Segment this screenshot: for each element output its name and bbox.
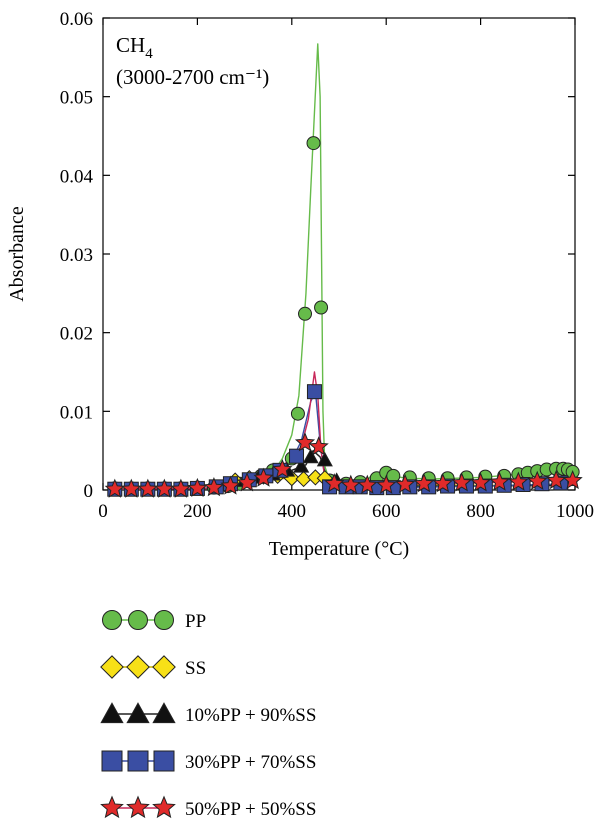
legend-marker (152, 655, 176, 679)
legend-label: SS (185, 658, 206, 679)
x-tick-label: 200 (183, 501, 212, 522)
legend-marker (154, 610, 174, 630)
data-point-50-pp-50-ss (395, 473, 416, 494)
x-tick-label: 600 (372, 501, 401, 522)
y-tick-label: 0.05 (60, 88, 93, 109)
legend-marker (102, 610, 122, 630)
legend: PP SS 10%PP + 90%SS 30%PP + 70%SS 50%PP + 50… (100, 610, 316, 820)
annotation-species: CH4 (116, 33, 153, 62)
series-markers (104, 136, 583, 498)
legend-marker (126, 702, 150, 724)
legend-marker (153, 750, 175, 772)
y-tick-label: 0.02 (60, 324, 93, 345)
data-point-10-pp-90-ss (293, 458, 310, 473)
data-point-50-pp-50-ss (527, 470, 548, 490)
axis-ticks: 0 200 400 600 800 1000 0 0.01 0.02 0.03 0.04 0.05 0.… (60, 9, 594, 522)
legend-item-30-pp-70-ss: 30%PP + 70%SS (101, 750, 316, 773)
y-tick-label: 0.06 (60, 9, 93, 30)
data-point-50-pp-50-ss (308, 436, 329, 456)
legend-marker (100, 795, 124, 819)
data-point-50-pp-50-ss (220, 475, 241, 495)
x-tick-label: 800 (466, 501, 495, 522)
x-tick-label: 1000 (556, 501, 594, 522)
series-line-pp (112, 43, 575, 490)
data-point-50-pp-50-ss (236, 472, 258, 492)
data-point-30-pp-70-ss (289, 448, 305, 464)
legend-marker (152, 795, 176, 819)
legend-item-ss: SS (100, 655, 206, 679)
data-point-pp (306, 136, 321, 151)
legend-label: 10%PP + 90%SS (185, 705, 316, 726)
x-tick-label: 0 (98, 501, 108, 522)
data-point-pp (298, 306, 313, 321)
legend-marker (128, 610, 148, 630)
annotation-species-main: CH (116, 33, 145, 57)
legend-marker (152, 702, 176, 724)
data-point-50-pp-50-ss (508, 471, 529, 491)
data-point-50-pp-50-ss (203, 477, 224, 497)
annotation-wavenumber-range: (3000-2700 cm⁻¹) (116, 65, 269, 89)
legend-marker (126, 795, 150, 819)
data-point-50-pp-50-ss (451, 472, 472, 492)
data-point-50-pp-50-ss (413, 473, 435, 493)
legend-label: PP (185, 611, 206, 632)
data-point-10-pp-90-ss (302, 448, 319, 464)
legend-item-10-pp-90-ss: 10%PP + 90%SS (100, 702, 316, 726)
data-point-50-pp-50-ss (357, 474, 378, 494)
legend-label: 30%PP + 70%SS (185, 752, 316, 773)
data-point-50-pp-50-ss (432, 473, 453, 493)
legend-marker (127, 750, 149, 772)
data-point-50-pp-50-ss (489, 471, 510, 491)
y-tick-label: 0.01 (60, 402, 93, 423)
legend-marker (126, 655, 150, 679)
legend-item-pp: PP (102, 610, 206, 632)
legend-item-50-pp-50-ss: 50%PP + 50%SS (100, 795, 316, 820)
data-point-10-pp-90-ss (316, 451, 333, 467)
data-point-50-pp-50-ss (104, 478, 125, 498)
data-point-pp (314, 300, 329, 315)
data-point-50-pp-50-ss (324, 473, 345, 493)
annotation-species-subscript: 4 (145, 46, 153, 62)
y-tick-label: 0.03 (60, 245, 93, 266)
data-point-50-pp-50-ss (376, 474, 397, 494)
legend-marker (100, 702, 124, 724)
data-point-50-pp-50-ss (137, 478, 158, 498)
data-point-30-pp-70-ss (306, 384, 322, 400)
x-tick-label: 400 (278, 501, 307, 522)
legend-label: 50%PP + 50%SS (185, 799, 316, 820)
data-point-pp (290, 406, 305, 421)
series-lines (112, 43, 575, 490)
y-tick-label: 0 (84, 481, 94, 502)
data-point-ss (295, 470, 312, 488)
data-point-50-pp-50-ss (562, 469, 583, 490)
data-point-50-pp-50-ss (187, 477, 208, 498)
x-axis-title: Temperature (°C) (269, 538, 409, 560)
data-point-50-pp-50-ss (253, 467, 274, 487)
legend-marker (100, 655, 124, 679)
y-axis-title: Absorbance (6, 206, 28, 302)
data-point-50-pp-50-ss (272, 458, 293, 479)
data-point-50-pp-50-ss (294, 432, 316, 452)
legend-marker (101, 750, 123, 772)
data-point-50-pp-50-ss (470, 472, 491, 492)
data-point-50-pp-50-ss (121, 478, 142, 498)
y-tick-label: 0.04 (60, 166, 94, 187)
data-point-50-pp-50-ss (170, 478, 191, 498)
data-point-50-pp-50-ss (154, 478, 175, 498)
